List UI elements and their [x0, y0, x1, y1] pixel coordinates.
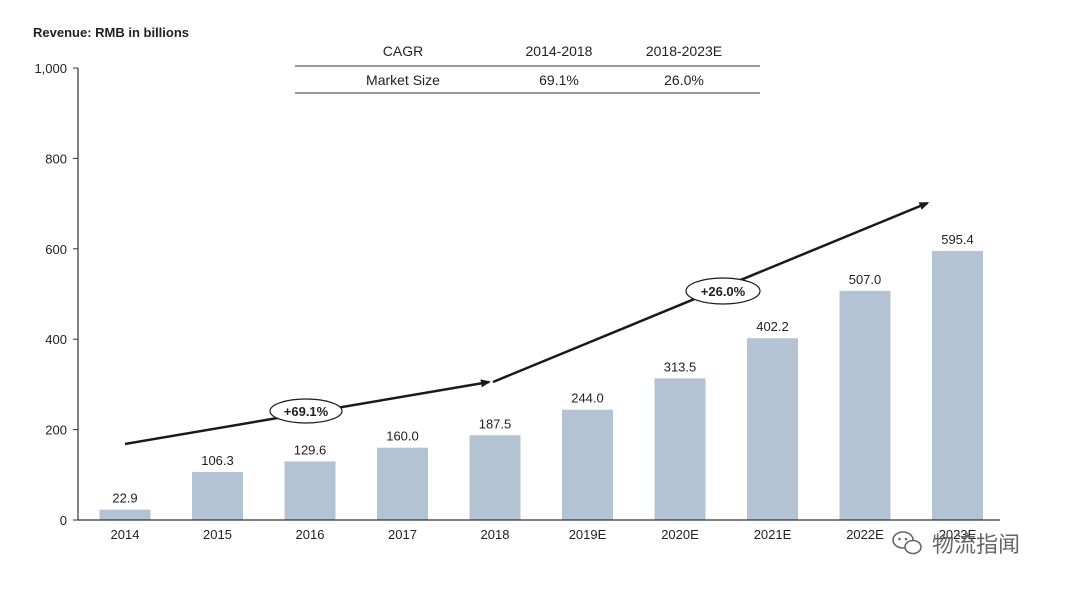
- wechat-icon: [892, 531, 922, 555]
- bar-value-label: 595.4: [941, 232, 974, 247]
- bar: [654, 378, 706, 520]
- bar-value-label: 402.2: [756, 319, 789, 334]
- cagr-table: CAGR 2014-2018 2018-2023E Market Size 69…: [295, 43, 760, 94]
- cagr-row-label: Market Size: [366, 72, 440, 88]
- bar: [747, 338, 798, 520]
- x-tick-label: 2016: [296, 527, 325, 542]
- cagr-header-period-2: 2018-2023E: [646, 43, 722, 59]
- cagr-header-label: CAGR: [383, 43, 423, 59]
- watermark: 物流指闻: [892, 531, 1020, 558]
- cagr-pill-1: +69.1%: [269, 398, 343, 424]
- y-axis: 0 200 400 600 800 1,000: [34, 61, 79, 528]
- bar-value-label: 160.0: [386, 429, 419, 444]
- cagr-header-period-1: 2014-2018: [526, 43, 593, 59]
- bar: [192, 471, 243, 520]
- y-tick-label: 800: [45, 151, 67, 166]
- bar-value-label: 313.5: [664, 359, 697, 374]
- y-tick-label: 0: [60, 513, 67, 528]
- bar: [377, 447, 428, 520]
- bar: [839, 290, 891, 520]
- x-tick-label: 2017: [388, 527, 417, 542]
- y-tick-label: 600: [45, 242, 67, 257]
- value-labels: 22.9 106.3 129.6 160.0 187.5 244.0 313.5 402.2 5…: [112, 232, 973, 506]
- cagr-pill-2-text: +26.0%: [701, 284, 746, 299]
- bar: [562, 409, 613, 520]
- cagr-value-1: 69.1%: [539, 72, 579, 88]
- x-tick-label: 2014: [111, 527, 140, 542]
- watermark-text: 物流指闻: [932, 533, 1020, 558]
- x-tick-label: 2020E: [661, 527, 699, 542]
- y-tick-label: 400: [45, 332, 67, 347]
- bar-value-label: 22.9: [112, 491, 137, 506]
- x-tick-label: 2021E: [754, 527, 792, 542]
- bar-value-label: 106.3: [201, 453, 234, 468]
- bar: [99, 509, 151, 520]
- bar-series: [99, 250, 983, 520]
- x-tick-label: 2022E: [846, 527, 884, 542]
- x-axis: 2014 2015 2016 2017 2018 2019E 2020E 2021E 2022E…: [78, 519, 1000, 542]
- bar: [469, 435, 521, 520]
- x-tick-label: 2018: [481, 527, 510, 542]
- y-tick-label: 1,000: [34, 61, 67, 76]
- bar-value-label: 129.6: [294, 442, 327, 457]
- bar: [932, 250, 983, 520]
- x-tick-label: 2015: [203, 527, 232, 542]
- x-tick-label: 2019E: [569, 527, 607, 542]
- x-tick-label: 2023E: [939, 527, 977, 542]
- y-tick-label: 200: [45, 423, 67, 438]
- cagr-value-2: 26.0%: [664, 72, 704, 88]
- bar-value-label: 507.0: [849, 272, 882, 287]
- bar-value-label: 244.0: [571, 391, 604, 406]
- y-axis-title: Revenue: RMB in billions: [33, 25, 189, 40]
- bar: [284, 461, 336, 520]
- bar-value-label: 187.5: [479, 416, 512, 431]
- cagr-pill-1-text: +69.1%: [284, 404, 329, 419]
- cagr-pill-2: +26.0%: [685, 277, 761, 305]
